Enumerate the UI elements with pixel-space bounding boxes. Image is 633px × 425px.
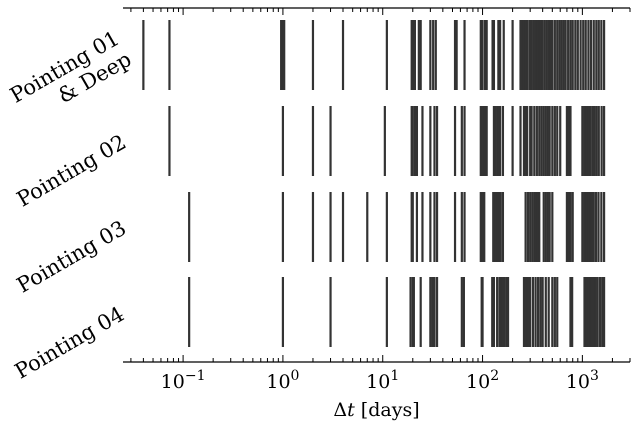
row-label-1: Pointing 01& Deep [6,26,135,129]
event-marks [142,20,606,347]
row-label-2: Pointing 02 [13,130,130,212]
x-tick-label-1: 10−1 [161,368,206,393]
x-tick-label-3: 101 [366,368,399,393]
x-tick-label-2: 100 [266,368,299,393]
x-axis-ticks: 10−1 100 101 102 103 [130,8,631,393]
x-tick-label-5: 103 [566,368,599,393]
x-axis-label: Δt [days] [333,399,419,421]
x-tick-label-4: 102 [466,368,499,393]
row-label-3: Pointing 03 [13,216,130,298]
row-label-4: Pointing 04 [11,302,128,384]
